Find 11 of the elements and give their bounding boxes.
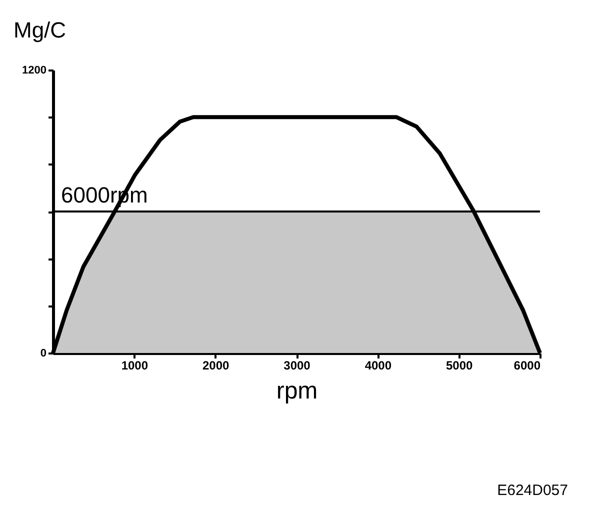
x-tick-label: 1000 bbox=[121, 358, 148, 372]
y-axis-title: Mg/C bbox=[14, 18, 66, 42]
text: E624D057 bbox=[497, 482, 568, 499]
x-tick-label: 3000 bbox=[284, 358, 311, 372]
x-tick-label: 2000 bbox=[202, 358, 230, 372]
y-tick-label: 0 bbox=[40, 348, 46, 360]
x-tick-label: 6000 bbox=[514, 358, 541, 372]
x-tick-label: 5000 bbox=[446, 358, 474, 372]
x-tick-label: 4000 bbox=[364, 358, 392, 372]
x-axis-title: rpm bbox=[276, 378, 318, 404]
y-tick-label: 1200 bbox=[22, 64, 46, 76]
